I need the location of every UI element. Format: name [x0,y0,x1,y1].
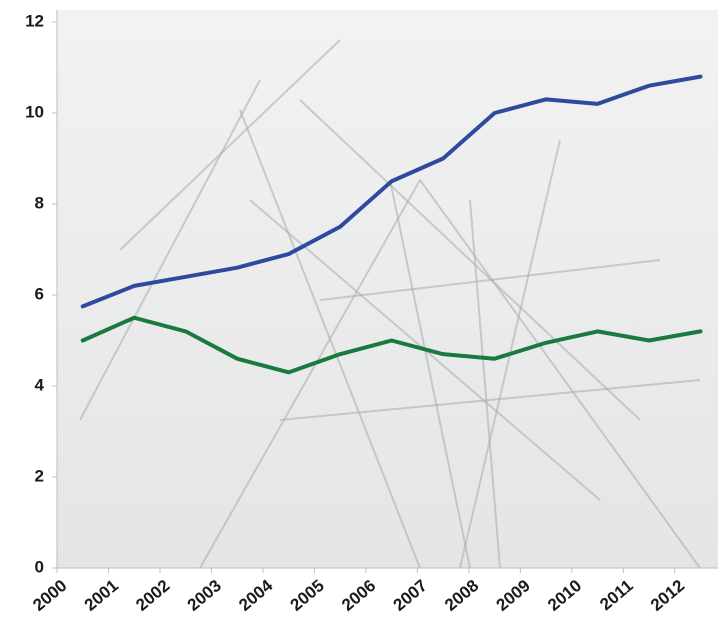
x-tick-label: 2008 [441,576,482,615]
series-line [80,315,703,375]
y-tick-label: 12 [25,11,44,30]
x-tick-label: 2005 [287,576,328,615]
x-tick-label: 2004 [235,576,277,615]
series [80,74,703,375]
x-tick-label: 2011 [596,576,636,614]
series-line [80,74,703,309]
x-tick-label: 2003 [184,576,225,615]
y-tick-label: 4 [35,375,45,394]
x-tick-label: 2006 [338,576,379,615]
x-tick-label: 2009 [493,576,534,615]
x-tick-label: 2012 [647,576,688,615]
y-tick-label: 2 [35,466,44,485]
x-tick-label: 2007 [390,576,431,615]
y-tick-label: 8 [35,193,44,212]
x-tick-label: 2001 [81,576,122,615]
y-tick-label: 0 [35,557,44,576]
x-tick-label: 2000 [29,576,70,615]
plot-background [57,10,718,568]
y-tick-label: 10 [25,102,44,121]
y-tick-label: 6 [35,284,44,303]
x-tick-label: 2002 [132,576,173,615]
x-tick-label: 2010 [544,576,585,615]
